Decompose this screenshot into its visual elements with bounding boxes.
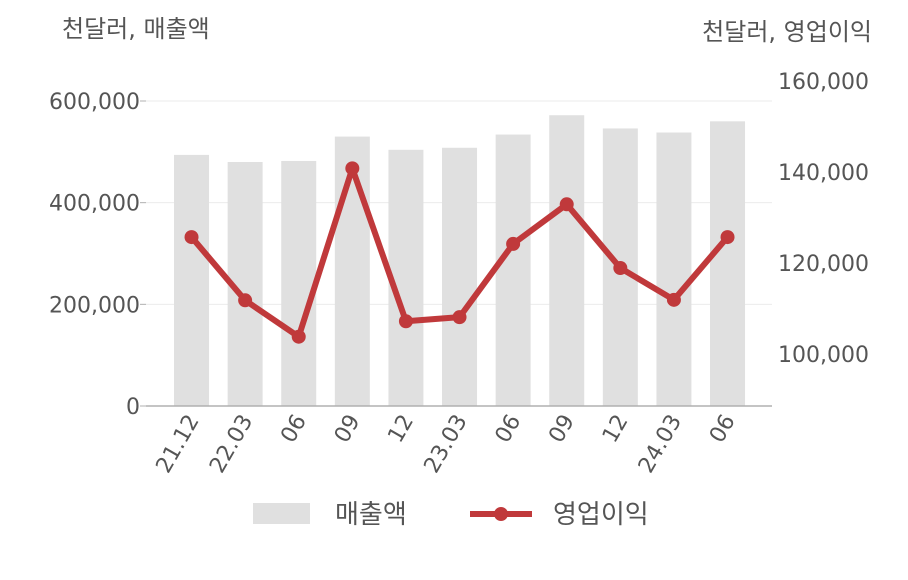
right-tick-label: 100,000 bbox=[778, 343, 869, 368]
revenue-bar bbox=[334, 136, 370, 407]
revenue-bar bbox=[281, 160, 317, 406]
left-tick-label: 0 bbox=[126, 395, 140, 420]
x-tick-label: 24.03 bbox=[634, 411, 687, 478]
x-tick-label: 06 bbox=[491, 411, 527, 448]
revenue-bar bbox=[710, 121, 746, 406]
x-tick-label: 06 bbox=[276, 411, 312, 448]
left-tick-label: 600,000 bbox=[49, 90, 140, 115]
revenue-bar bbox=[388, 149, 424, 407]
x-tick-label: 09 bbox=[330, 411, 366, 448]
revenue-bar bbox=[549, 115, 585, 406]
profit-point bbox=[398, 314, 413, 329]
x-tick-label: 21.12 bbox=[152, 411, 205, 478]
profit-point bbox=[291, 329, 306, 344]
legend-swatch-profit-marker bbox=[494, 507, 508, 521]
legend-label-profit: 영업이익 bbox=[553, 500, 649, 530]
x-tick-label: 06 bbox=[705, 411, 741, 448]
left-tick-label: 400,000 bbox=[49, 192, 140, 217]
x-tick-label: 09 bbox=[544, 411, 580, 448]
operating-profit-line bbox=[184, 161, 735, 344]
profit-point bbox=[666, 292, 681, 307]
right-tick-label: 140,000 bbox=[778, 161, 869, 186]
revenue-bar bbox=[174, 154, 210, 406]
profit-point bbox=[720, 230, 735, 245]
revenue-bar bbox=[495, 134, 531, 407]
x-tick-label: 12 bbox=[598, 411, 634, 448]
right-axis-unit-label: 천달러, 영업이익 bbox=[702, 18, 872, 46]
legend-label-revenue: 매출액 bbox=[335, 500, 407, 530]
right-tick-label: 160,000 bbox=[778, 70, 869, 95]
revenue-bar bbox=[442, 147, 478, 406]
x-tick-label: 22.03 bbox=[205, 411, 258, 478]
left-axis-ticks: 0 200,000 400,000 600,000 bbox=[49, 90, 146, 420]
right-axis-ticks: 100,000 120,000 140,000 160,000 bbox=[778, 70, 869, 368]
x-tick-label: 23.03 bbox=[420, 411, 473, 478]
left-axis-unit-label: 천달러, 매출액 bbox=[62, 15, 210, 43]
profit-point bbox=[452, 310, 467, 325]
right-tick-label: 120,000 bbox=[778, 252, 869, 277]
profit-point bbox=[613, 261, 628, 276]
x-axis-ticks: 21.12 22.03 06 09 12 23.03 06 09 12 24.03 06 bbox=[152, 411, 741, 478]
profit-point bbox=[184, 230, 199, 245]
profit-point bbox=[238, 293, 253, 308]
legend: 매출액 영업이익 bbox=[253, 500, 649, 530]
x-tick-label: 12 bbox=[383, 411, 419, 448]
left-tick-label: 200,000 bbox=[49, 293, 140, 318]
revenue-bar bbox=[656, 132, 692, 406]
profit-point bbox=[506, 236, 521, 251]
revenue-bars bbox=[174, 115, 746, 407]
profit-point bbox=[345, 161, 360, 176]
profit-point bbox=[559, 197, 574, 212]
legend-swatch-revenue bbox=[253, 503, 310, 524]
